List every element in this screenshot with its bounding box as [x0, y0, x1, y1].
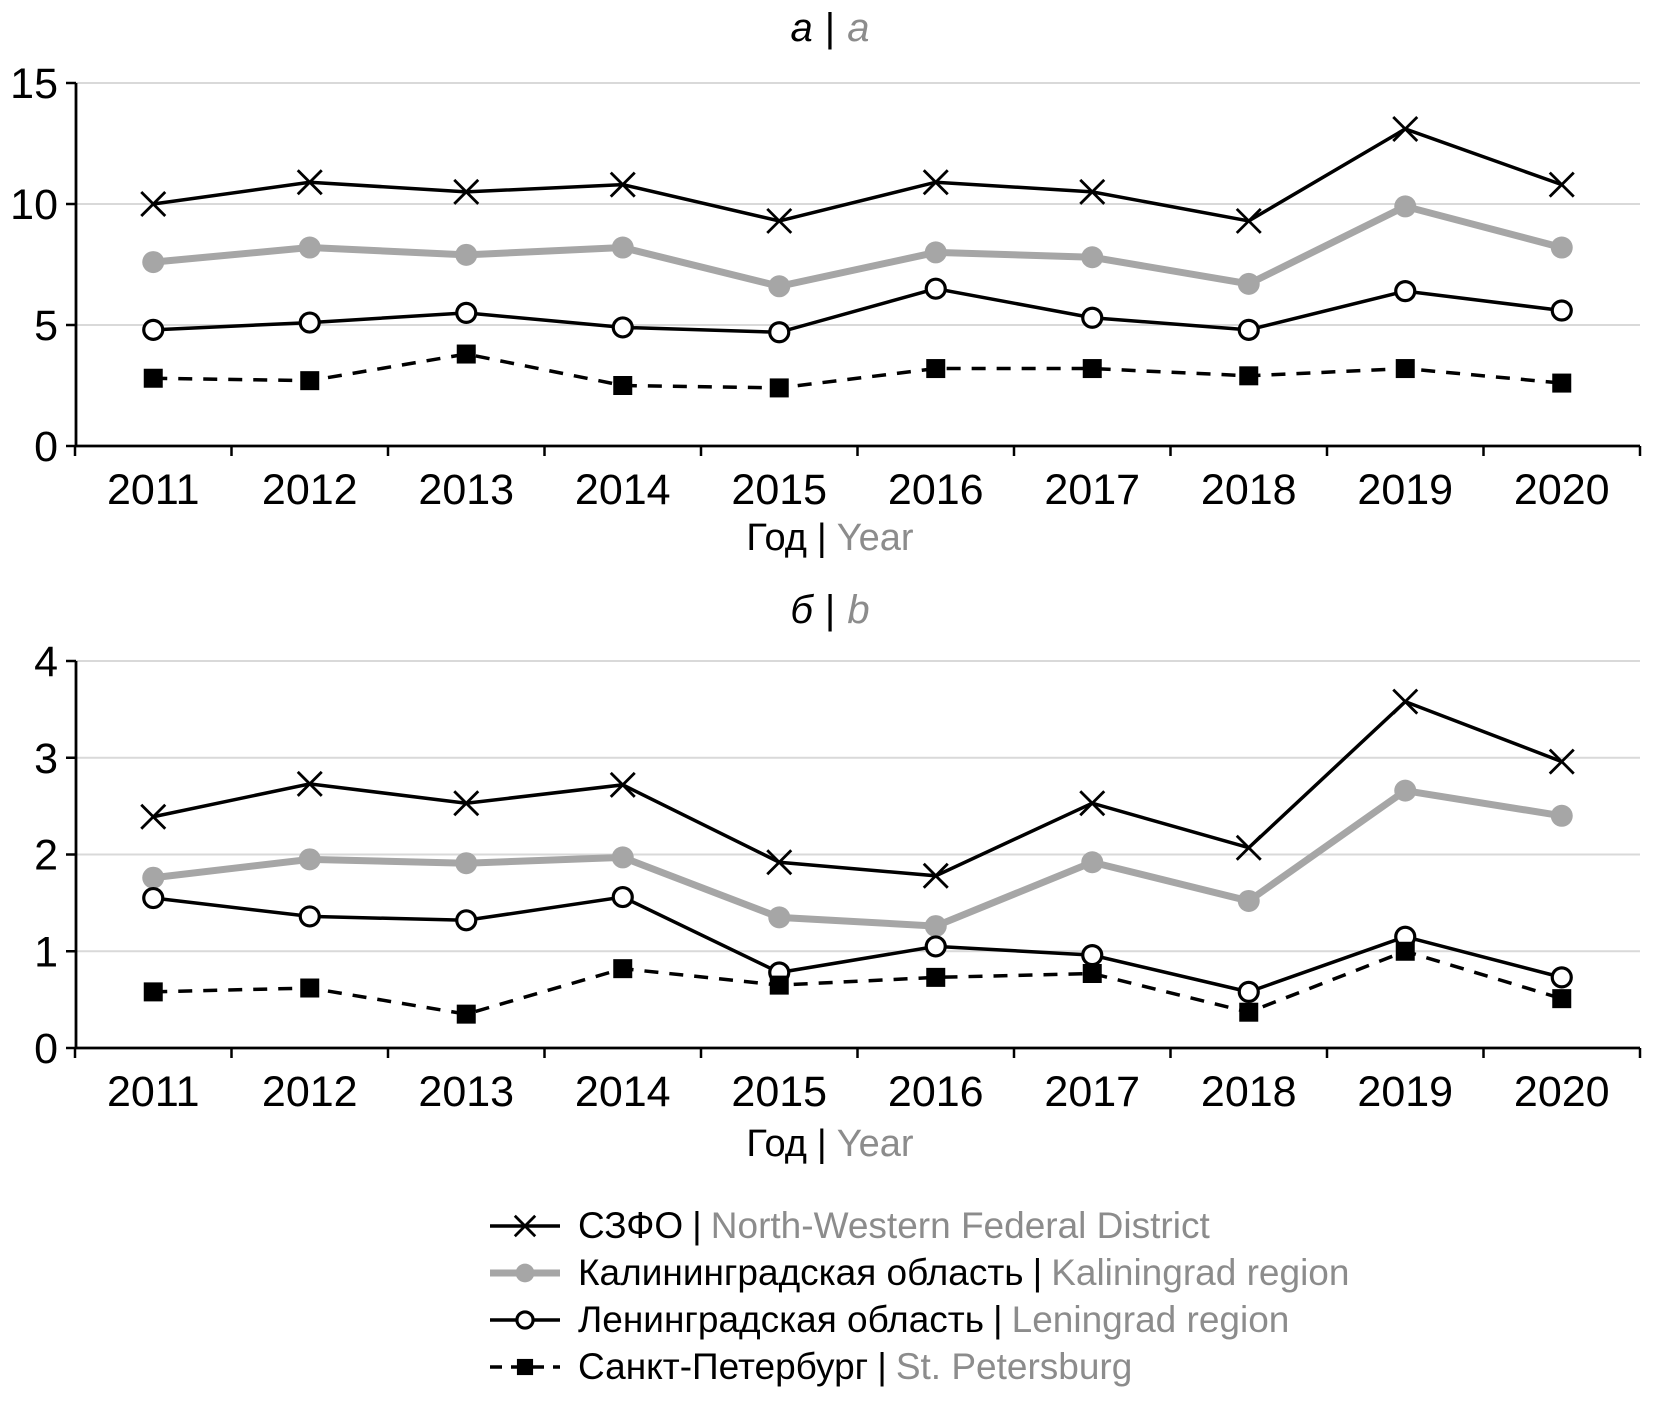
svg-text:2013: 2013: [418, 466, 514, 510]
filled-square-marker-icon: [490, 1358, 560, 1375]
legend-label-separator: |: [1032, 1251, 1043, 1293]
legend-item-szfo: СЗФО | North-Western Federal District: [488, 1202, 1349, 1249]
svg-text:2019: 2019: [1357, 466, 1453, 510]
series-szfo: [140, 115, 1575, 234]
panel-b-title: б | b: [0, 584, 1660, 636]
svg-text:1: 1: [34, 928, 58, 976]
filled-circle-marker-icon: [490, 1263, 560, 1282]
svg-text:2015: 2015: [731, 466, 827, 510]
svg-text:3: 3: [34, 735, 58, 783]
svg-text:2016: 2016: [888, 466, 984, 510]
panel-a-xaxis-label-ru: Год: [746, 517, 807, 559]
series-leningrad-markers: [142, 277, 1573, 344]
panel-a-xaxis-label-en: Year: [836, 517, 914, 559]
legend-sample-spb: [490, 1358, 560, 1375]
svg-text:2012: 2012: [262, 1068, 358, 1116]
legend-label-en: Leningrad region: [1011, 1298, 1290, 1340]
panel-b-title-ru: б: [790, 588, 813, 632]
series-leningrad: [142, 885, 1573, 1003]
legend-label-en: Kaliningrad region: [1051, 1251, 1350, 1293]
axes: [66, 659, 1642, 1058]
axes: [66, 81, 1642, 456]
svg-text:2014: 2014: [575, 1068, 671, 1116]
svg-text:2: 2: [34, 832, 58, 880]
legend-label-ru: Ленинградская область: [578, 1298, 985, 1340]
legend-item-leningrad: Ленинградская область | Leningrad region: [488, 1296, 1349, 1343]
panel-a-title-separator: |: [824, 6, 836, 50]
panel-a-title-en: a: [847, 6, 870, 50]
panel-a-title-ru: а: [790, 6, 813, 50]
legend: СЗФО | North-Western Federal District Ка…: [488, 1202, 1349, 1390]
legend-label-separator: |: [692, 1204, 702, 1246]
svg-text:2014: 2014: [575, 466, 671, 510]
legend-label-separator: |: [877, 1345, 887, 1387]
legend-sample-leningrad: [490, 1309, 560, 1330]
series-spb-markers: [143, 344, 1572, 398]
svg-text:10: 10: [10, 181, 58, 229]
panel-a-xaxis-label-separator: |: [816, 517, 827, 559]
x-tick-labels: 2011 2012 2013 2014 2015 2016 2017 2018 2019 2020: [107, 466, 1610, 510]
panel-b-xaxis-label: Год | Year: [0, 1122, 1660, 1166]
series-kaliningrad: [142, 195, 1573, 298]
series-spb: [143, 344, 1572, 398]
svg-text:2019: 2019: [1357, 1068, 1453, 1116]
legend-sample-szfo: [490, 1214, 560, 1237]
open-circle-marker-icon: [490, 1309, 560, 1330]
legend-label-en: St. Petersburg: [895, 1345, 1133, 1387]
series-kaliningrad: [142, 779, 1573, 938]
legend-label-separator: |: [993, 1298, 1003, 1340]
svg-text:2016: 2016: [888, 1068, 984, 1116]
panel-b-xaxis-label-en: Year: [836, 1123, 914, 1165]
gridlines: [75, 660, 1640, 953]
svg-text:2011: 2011: [107, 1068, 199, 1116]
svg-text:4: 4: [34, 642, 58, 686]
legend-item-kaliningrad: Калининградская область | Kaliningrad re…: [488, 1249, 1349, 1296]
series-szfo: [140, 688, 1575, 889]
legend-item-spb: Санкт-Петербург | St. Petersburg: [488, 1343, 1349, 1390]
svg-text:2011: 2011: [107, 466, 199, 510]
panel-a-xaxis-label: Год | Year: [0, 516, 1660, 560]
series-spb: [143, 941, 1572, 1024]
svg-text:2017: 2017: [1044, 1068, 1140, 1116]
y-tick-labels: 0 5 10 15: [10, 60, 58, 471]
svg-text:2012: 2012: [262, 466, 358, 510]
panel-b-xaxis-label-ru: Год: [746, 1123, 807, 1165]
series-szfo-markers: [140, 115, 1575, 234]
panel-a-title: а | a: [0, 2, 1660, 54]
legend-sample-kaliningrad: [490, 1263, 560, 1282]
legend-label-ru: Калининградская область: [578, 1251, 1024, 1293]
series-szfo-markers: [140, 688, 1575, 889]
svg-text:0: 0: [34, 1025, 58, 1073]
svg-text:0: 0: [34, 423, 58, 471]
series-kaliningrad-markers: [142, 195, 1573, 298]
series-spb-markers: [143, 941, 1572, 1024]
svg-text:15: 15: [10, 60, 58, 108]
svg-text:2018: 2018: [1201, 1068, 1297, 1116]
svg-text:2013: 2013: [418, 1068, 514, 1116]
panel-b-xaxis-label-separator: |: [816, 1123, 827, 1165]
svg-text:2017: 2017: [1044, 466, 1140, 510]
svg-text:2020: 2020: [1514, 1068, 1610, 1116]
panel-b-title-en: b: [847, 588, 870, 632]
legend-label-ru: Санкт-Петербург: [578, 1345, 869, 1387]
svg-text:2020: 2020: [1514, 466, 1610, 510]
series-leningrad: [142, 277, 1573, 344]
x-tick-labels: 2011 2012 2013 2014 2015 2016 2017 2018 2019 2020: [107, 1068, 1610, 1116]
legend-label-ru: СЗФО: [578, 1204, 684, 1246]
svg-text:2015: 2015: [731, 1068, 827, 1116]
series-leningrad-markers: [142, 885, 1573, 1003]
panel-b-title-separator: |: [824, 588, 836, 632]
svg-text:5: 5: [34, 302, 58, 350]
series-kaliningrad-markers: [142, 779, 1573, 938]
svg-text:2018: 2018: [1201, 466, 1297, 510]
legend-label-en: North-Western Federal District: [710, 1204, 1210, 1246]
y-tick-labels: 0 1 2 3 4: [34, 642, 58, 1073]
x-cross-marker-icon: [490, 1214, 560, 1237]
gridlines: [75, 82, 1640, 326]
